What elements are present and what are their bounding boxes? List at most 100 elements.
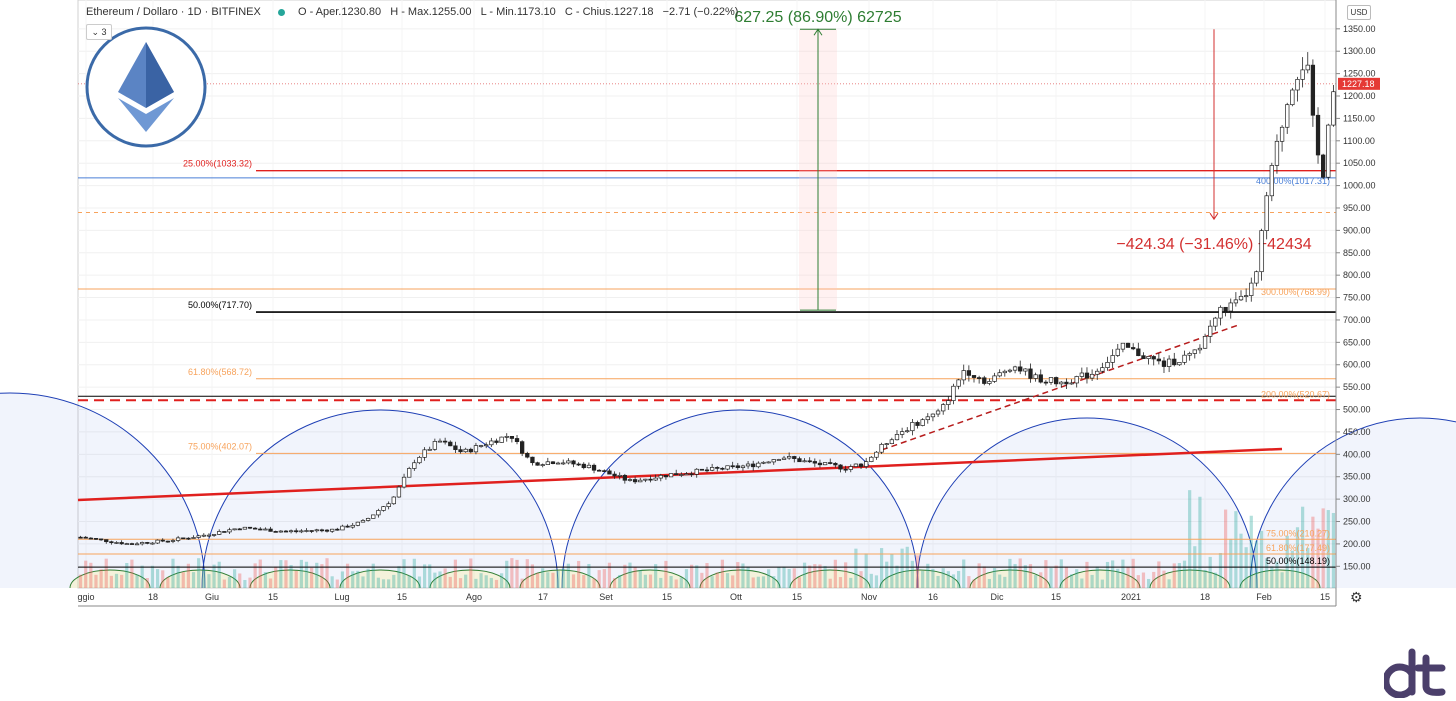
- candle-body: [1120, 342, 1126, 350]
- volume-bar: [1331, 512, 1336, 588]
- candle-body: [966, 370, 972, 376]
- volume-bar: [946, 571, 950, 588]
- candle: [766, 461, 771, 464]
- candle: [946, 396, 951, 410]
- candle-body: [858, 463, 864, 467]
- volume-bar: [689, 564, 694, 588]
- volume-bar: [428, 564, 432, 588]
- candle: [910, 419, 915, 436]
- volume-bar: [808, 565, 812, 588]
- candle: [371, 514, 376, 519]
- candle-body: [175, 537, 181, 541]
- candle-body: [247, 526, 253, 529]
- candle: [735, 462, 740, 470]
- candle-body: [797, 458, 802, 463]
- volume-bar: [212, 564, 216, 588]
- candle-body: [843, 468, 848, 471]
- volume-bar: [710, 576, 714, 588]
- volume-bar: [155, 569, 160, 588]
- candle: [1007, 368, 1013, 373]
- candle: [355, 521, 360, 527]
- candle: [1192, 349, 1197, 359]
- candle-body: [104, 539, 109, 543]
- volume-bar: [1316, 528, 1320, 588]
- candle: [653, 474, 658, 481]
- volume-bar: [294, 570, 298, 588]
- price-tick-label: 1150.00: [1343, 113, 1375, 123]
- candle: [514, 435, 520, 445]
- candle-body: [407, 468, 412, 478]
- volume-bar: [345, 563, 350, 588]
- cycle-arc: [561, 409, 919, 589]
- volume-bar: [469, 558, 473, 588]
- volume-bar: [751, 577, 755, 588]
- candle-body: [191, 537, 196, 539]
- candle: [622, 473, 627, 484]
- candle-body: [78, 536, 83, 539]
- volume-bar: [207, 574, 211, 588]
- candle: [478, 444, 484, 448]
- volume-bar: [879, 548, 884, 588]
- candle: [78, 535, 83, 539]
- level-label-right: 300.00%(768.99): [1261, 287, 1330, 297]
- candle-body: [709, 467, 715, 471]
- cycle-arc-small: [879, 569, 961, 589]
- candle: [134, 541, 140, 546]
- price-tick-label: 950.00: [1343, 203, 1371, 213]
- time-tick-label: 18: [148, 592, 158, 602]
- candle: [1300, 57, 1305, 88]
- candle: [1115, 343, 1120, 358]
- candle: [437, 438, 443, 443]
- candle: [273, 530, 278, 533]
- candle-body: [201, 534, 206, 537]
- candle: [1321, 153, 1326, 180]
- candle-body: [1141, 355, 1146, 360]
- volume-bar: [479, 573, 483, 588]
- candle-body: [982, 377, 987, 384]
- volume-bar: [310, 567, 314, 588]
- candle-body: [525, 453, 530, 458]
- gear-icon[interactable]: ⚙: [1350, 589, 1363, 605]
- candle-body: [88, 537, 93, 540]
- candle: [761, 461, 766, 465]
- candle: [1064, 378, 1069, 389]
- candle-body: [740, 465, 746, 468]
- volume-bar: [1157, 561, 1161, 588]
- price-tick-label: 1050.00: [1343, 158, 1376, 168]
- candle-body: [997, 372, 1002, 377]
- volume-bar: [274, 566, 278, 588]
- candle: [417, 455, 422, 465]
- candle-body: [848, 466, 853, 470]
- candle-body: [1305, 64, 1310, 71]
- candle: [330, 528, 335, 533]
- indicator-collapse-button[interactable]: ⌄ 3: [86, 24, 112, 40]
- candle-body: [853, 463, 859, 467]
- candle-body: [715, 467, 720, 469]
- candle: [571, 459, 576, 468]
- volume-bar: [120, 574, 124, 588]
- volume-bar: [1121, 559, 1125, 588]
- volume-bar: [520, 578, 524, 588]
- volume-bar: [1301, 506, 1305, 588]
- candle-body: [1146, 356, 1151, 360]
- candle: [365, 517, 371, 522]
- volume-bar: [556, 570, 560, 588]
- fib-levels: 25.00%(1033.32) 50.00%(717.70) 61.80%(568.…: [78, 83, 1336, 568]
- currency-button[interactable]: USD: [1347, 5, 1371, 20]
- candle: [1197, 344, 1203, 354]
- candle: [576, 462, 581, 467]
- volume-bar: [561, 568, 565, 588]
- candle-body: [879, 443, 884, 453]
- volume-bar: [761, 576, 766, 588]
- candle: [550, 461, 556, 465]
- candle: [1100, 362, 1105, 374]
- volume-bar: [1054, 565, 1058, 588]
- candle-body: [1064, 381, 1069, 385]
- candle: [458, 445, 463, 454]
- volume-bar: [777, 567, 781, 588]
- candle-body: [1089, 373, 1095, 379]
- candle: [124, 542, 129, 545]
- volume-bar: [1326, 510, 1330, 588]
- volume-bar: [135, 574, 139, 588]
